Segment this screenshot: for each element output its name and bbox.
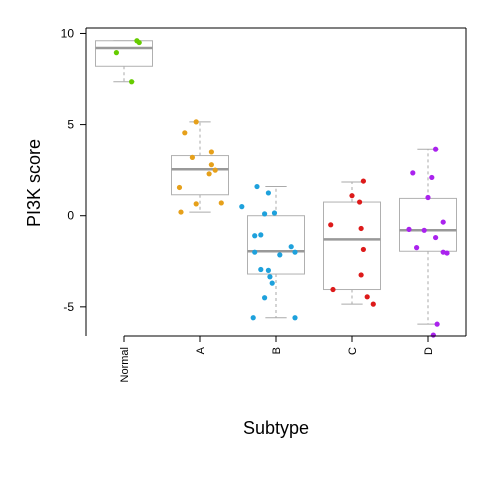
data-point-c <box>357 199 363 205</box>
y-tick-label: 0 <box>67 209 74 223</box>
data-point-b <box>288 244 294 250</box>
box-a <box>171 121 229 213</box>
data-point-a <box>182 130 188 136</box>
data-point-normal <box>113 50 119 56</box>
box-d <box>399 148 457 325</box>
data-point-b <box>269 280 275 286</box>
box-b <box>247 186 305 319</box>
data-point-b <box>262 211 268 217</box>
data-point-c <box>330 286 336 293</box>
data-point-b <box>271 210 278 216</box>
y-tick-label: -5 <box>63 300 74 314</box>
data-point-a <box>206 171 212 177</box>
box-iqr <box>399 197 457 252</box>
data-point-c <box>360 246 366 253</box>
box-iqr <box>323 201 381 291</box>
data-point-c <box>358 225 364 232</box>
data-point-d <box>406 226 412 232</box>
data-point-b <box>292 249 298 255</box>
data-point-a <box>208 162 214 168</box>
data-point-b <box>250 315 256 321</box>
data-point-d <box>433 146 439 152</box>
data-point-c <box>358 272 364 278</box>
data-point-d <box>425 194 431 201</box>
data-point-a <box>193 119 199 125</box>
x-tick-label: Normal <box>119 347 131 382</box>
x-axis-label: Subtype <box>243 418 309 438</box>
data-point-normal <box>129 79 135 85</box>
data-point-d <box>421 227 427 233</box>
data-point-d <box>414 245 420 251</box>
y-axis-label: PI3K score <box>24 139 44 227</box>
data-point-b <box>277 252 283 258</box>
data-point-a <box>208 149 214 155</box>
y-tick-label: 5 <box>67 118 74 132</box>
data-point-b <box>252 233 258 239</box>
data-point-a <box>189 154 195 160</box>
data-point-d <box>429 174 435 181</box>
data-point-b <box>265 267 271 273</box>
x-tick-label: D <box>423 347 435 355</box>
x-tick-label: B <box>271 347 283 354</box>
data-point-b <box>292 315 298 321</box>
data-point-b <box>265 190 271 196</box>
data-point-d <box>444 250 450 256</box>
data-point-d <box>410 170 416 176</box>
y-tick-label: 10 <box>61 26 75 40</box>
x-tick-label: C <box>347 347 359 355</box>
data-point-a <box>212 167 218 173</box>
data-point-b <box>254 183 260 190</box>
data-point-c <box>360 178 366 184</box>
data-point-b <box>252 249 258 255</box>
box-iqr <box>247 215 305 275</box>
data-point-c <box>364 294 370 300</box>
x-tick-label: A <box>195 346 207 354</box>
data-point-b <box>258 232 264 238</box>
data-point-a <box>176 184 183 191</box>
data-point-a <box>218 200 224 206</box>
data-point-b <box>262 295 268 301</box>
box-iqr <box>95 40 153 67</box>
data-point-d <box>440 219 446 225</box>
data-point-b <box>239 204 245 210</box>
data-point-a <box>178 209 184 215</box>
data-point-d <box>434 321 440 327</box>
data-point-a <box>193 201 199 207</box>
data-point-normal <box>136 39 142 46</box>
data-point-c <box>349 193 355 199</box>
data-point-b <box>267 274 273 280</box>
data-point-c <box>328 222 334 228</box>
data-point-b <box>258 266 264 273</box>
data-point-d <box>433 234 439 241</box>
data-point-d <box>430 332 436 338</box>
data-point-c <box>370 301 376 307</box>
box-c <box>323 181 381 305</box>
box-normal <box>95 40 153 83</box>
